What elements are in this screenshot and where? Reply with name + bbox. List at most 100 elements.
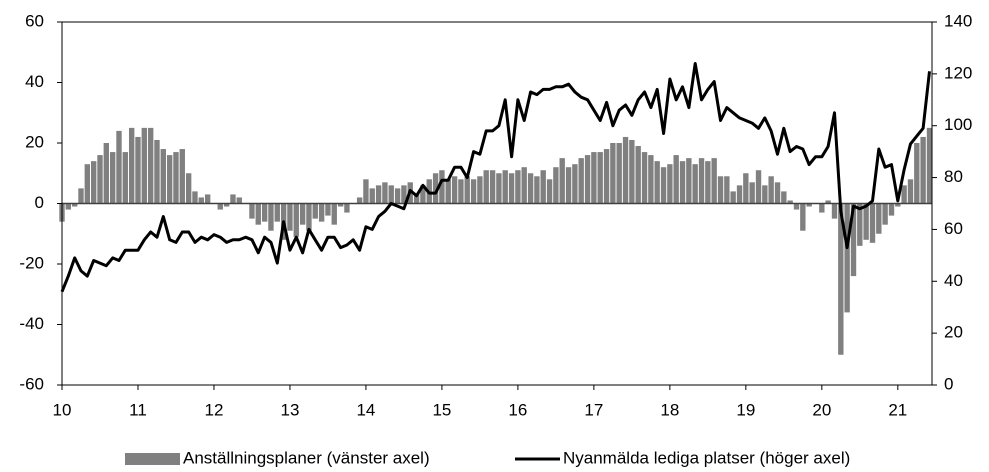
bar xyxy=(97,155,103,204)
bar xyxy=(154,139,160,204)
bar xyxy=(204,194,211,204)
bar xyxy=(413,194,420,204)
bar xyxy=(293,203,299,237)
y-tick-label: -20 xyxy=(19,253,44,272)
bar xyxy=(679,161,686,204)
bar xyxy=(831,203,838,219)
bar xyxy=(717,176,724,204)
bar xyxy=(71,203,78,207)
bar xyxy=(724,176,730,204)
bar xyxy=(458,179,464,204)
bar xyxy=(489,170,496,204)
bar xyxy=(502,170,508,204)
bar xyxy=(857,203,863,246)
bar xyxy=(527,173,534,204)
bar xyxy=(432,173,439,204)
bar xyxy=(882,203,888,225)
bar xyxy=(337,203,344,207)
bar xyxy=(838,203,844,355)
y2-tick-label: 140 xyxy=(944,11,972,30)
bar xyxy=(907,179,914,204)
x-tick-label: 18 xyxy=(660,400,679,419)
bar xyxy=(888,203,895,216)
y2-tick-label: 20 xyxy=(944,323,963,342)
x-tick-label: 20 xyxy=(812,400,831,419)
bar xyxy=(901,185,907,204)
bar xyxy=(692,164,698,204)
bar xyxy=(565,167,572,204)
x-tick-label: 10 xyxy=(53,400,72,419)
bar xyxy=(521,167,527,204)
bar xyxy=(116,130,122,204)
bar xyxy=(141,127,147,204)
bar xyxy=(369,188,375,204)
bar xyxy=(179,149,185,204)
bar xyxy=(185,173,192,204)
bar xyxy=(65,203,71,210)
bar xyxy=(363,179,369,204)
legend-swatch xyxy=(125,453,180,465)
bar xyxy=(109,152,116,204)
bar xyxy=(312,203,318,219)
bar xyxy=(610,143,616,204)
bar xyxy=(825,200,831,204)
bar xyxy=(705,161,711,204)
bar xyxy=(774,182,781,204)
bar xyxy=(667,164,673,204)
x-tick-label: 16 xyxy=(508,400,527,419)
y2-tick-label: 60 xyxy=(944,219,963,238)
bar xyxy=(616,143,622,204)
bar xyxy=(508,173,515,204)
bar xyxy=(629,139,635,204)
bar xyxy=(869,203,876,243)
bar xyxy=(287,203,293,231)
bar xyxy=(635,146,641,204)
y-tick-label: 40 xyxy=(25,72,44,91)
bar xyxy=(584,155,591,204)
x-tick-label: 17 xyxy=(584,400,603,419)
bar xyxy=(534,176,540,204)
bar xyxy=(464,176,470,204)
bar xyxy=(394,188,401,204)
bar xyxy=(540,170,546,204)
x-tick-label: 14 xyxy=(356,400,375,419)
bar xyxy=(711,158,717,204)
bar xyxy=(743,173,749,204)
bar xyxy=(268,203,274,231)
bar xyxy=(591,152,597,204)
bar xyxy=(128,127,135,204)
y-tick-label: 0 xyxy=(35,193,44,212)
bar xyxy=(749,182,755,204)
bar xyxy=(160,149,166,204)
legend-label: Nyanmälda lediga platser (höger axel) xyxy=(563,448,850,467)
bar xyxy=(223,203,230,207)
y-tick-label: 20 xyxy=(25,132,44,151)
y-tick-label: 60 xyxy=(25,11,44,30)
bar xyxy=(420,185,426,204)
bar xyxy=(299,203,306,225)
bar xyxy=(344,203,350,213)
bar xyxy=(375,185,382,204)
bar xyxy=(641,152,648,204)
bar xyxy=(546,179,553,204)
bar xyxy=(90,161,97,204)
bar xyxy=(515,170,521,204)
bar xyxy=(559,158,565,204)
bar xyxy=(451,176,458,204)
bar xyxy=(192,191,198,204)
bar xyxy=(331,203,337,225)
bar xyxy=(844,203,850,313)
bar xyxy=(122,152,128,204)
bar xyxy=(572,164,578,204)
bar xyxy=(553,167,559,204)
y2-tick-label: 40 xyxy=(944,271,963,290)
bar xyxy=(78,188,84,204)
bar xyxy=(388,185,394,204)
bar xyxy=(166,155,173,204)
bar xyxy=(445,179,451,204)
bar xyxy=(787,200,793,204)
bar xyxy=(255,203,261,225)
bar xyxy=(597,152,603,204)
bar xyxy=(439,170,445,204)
